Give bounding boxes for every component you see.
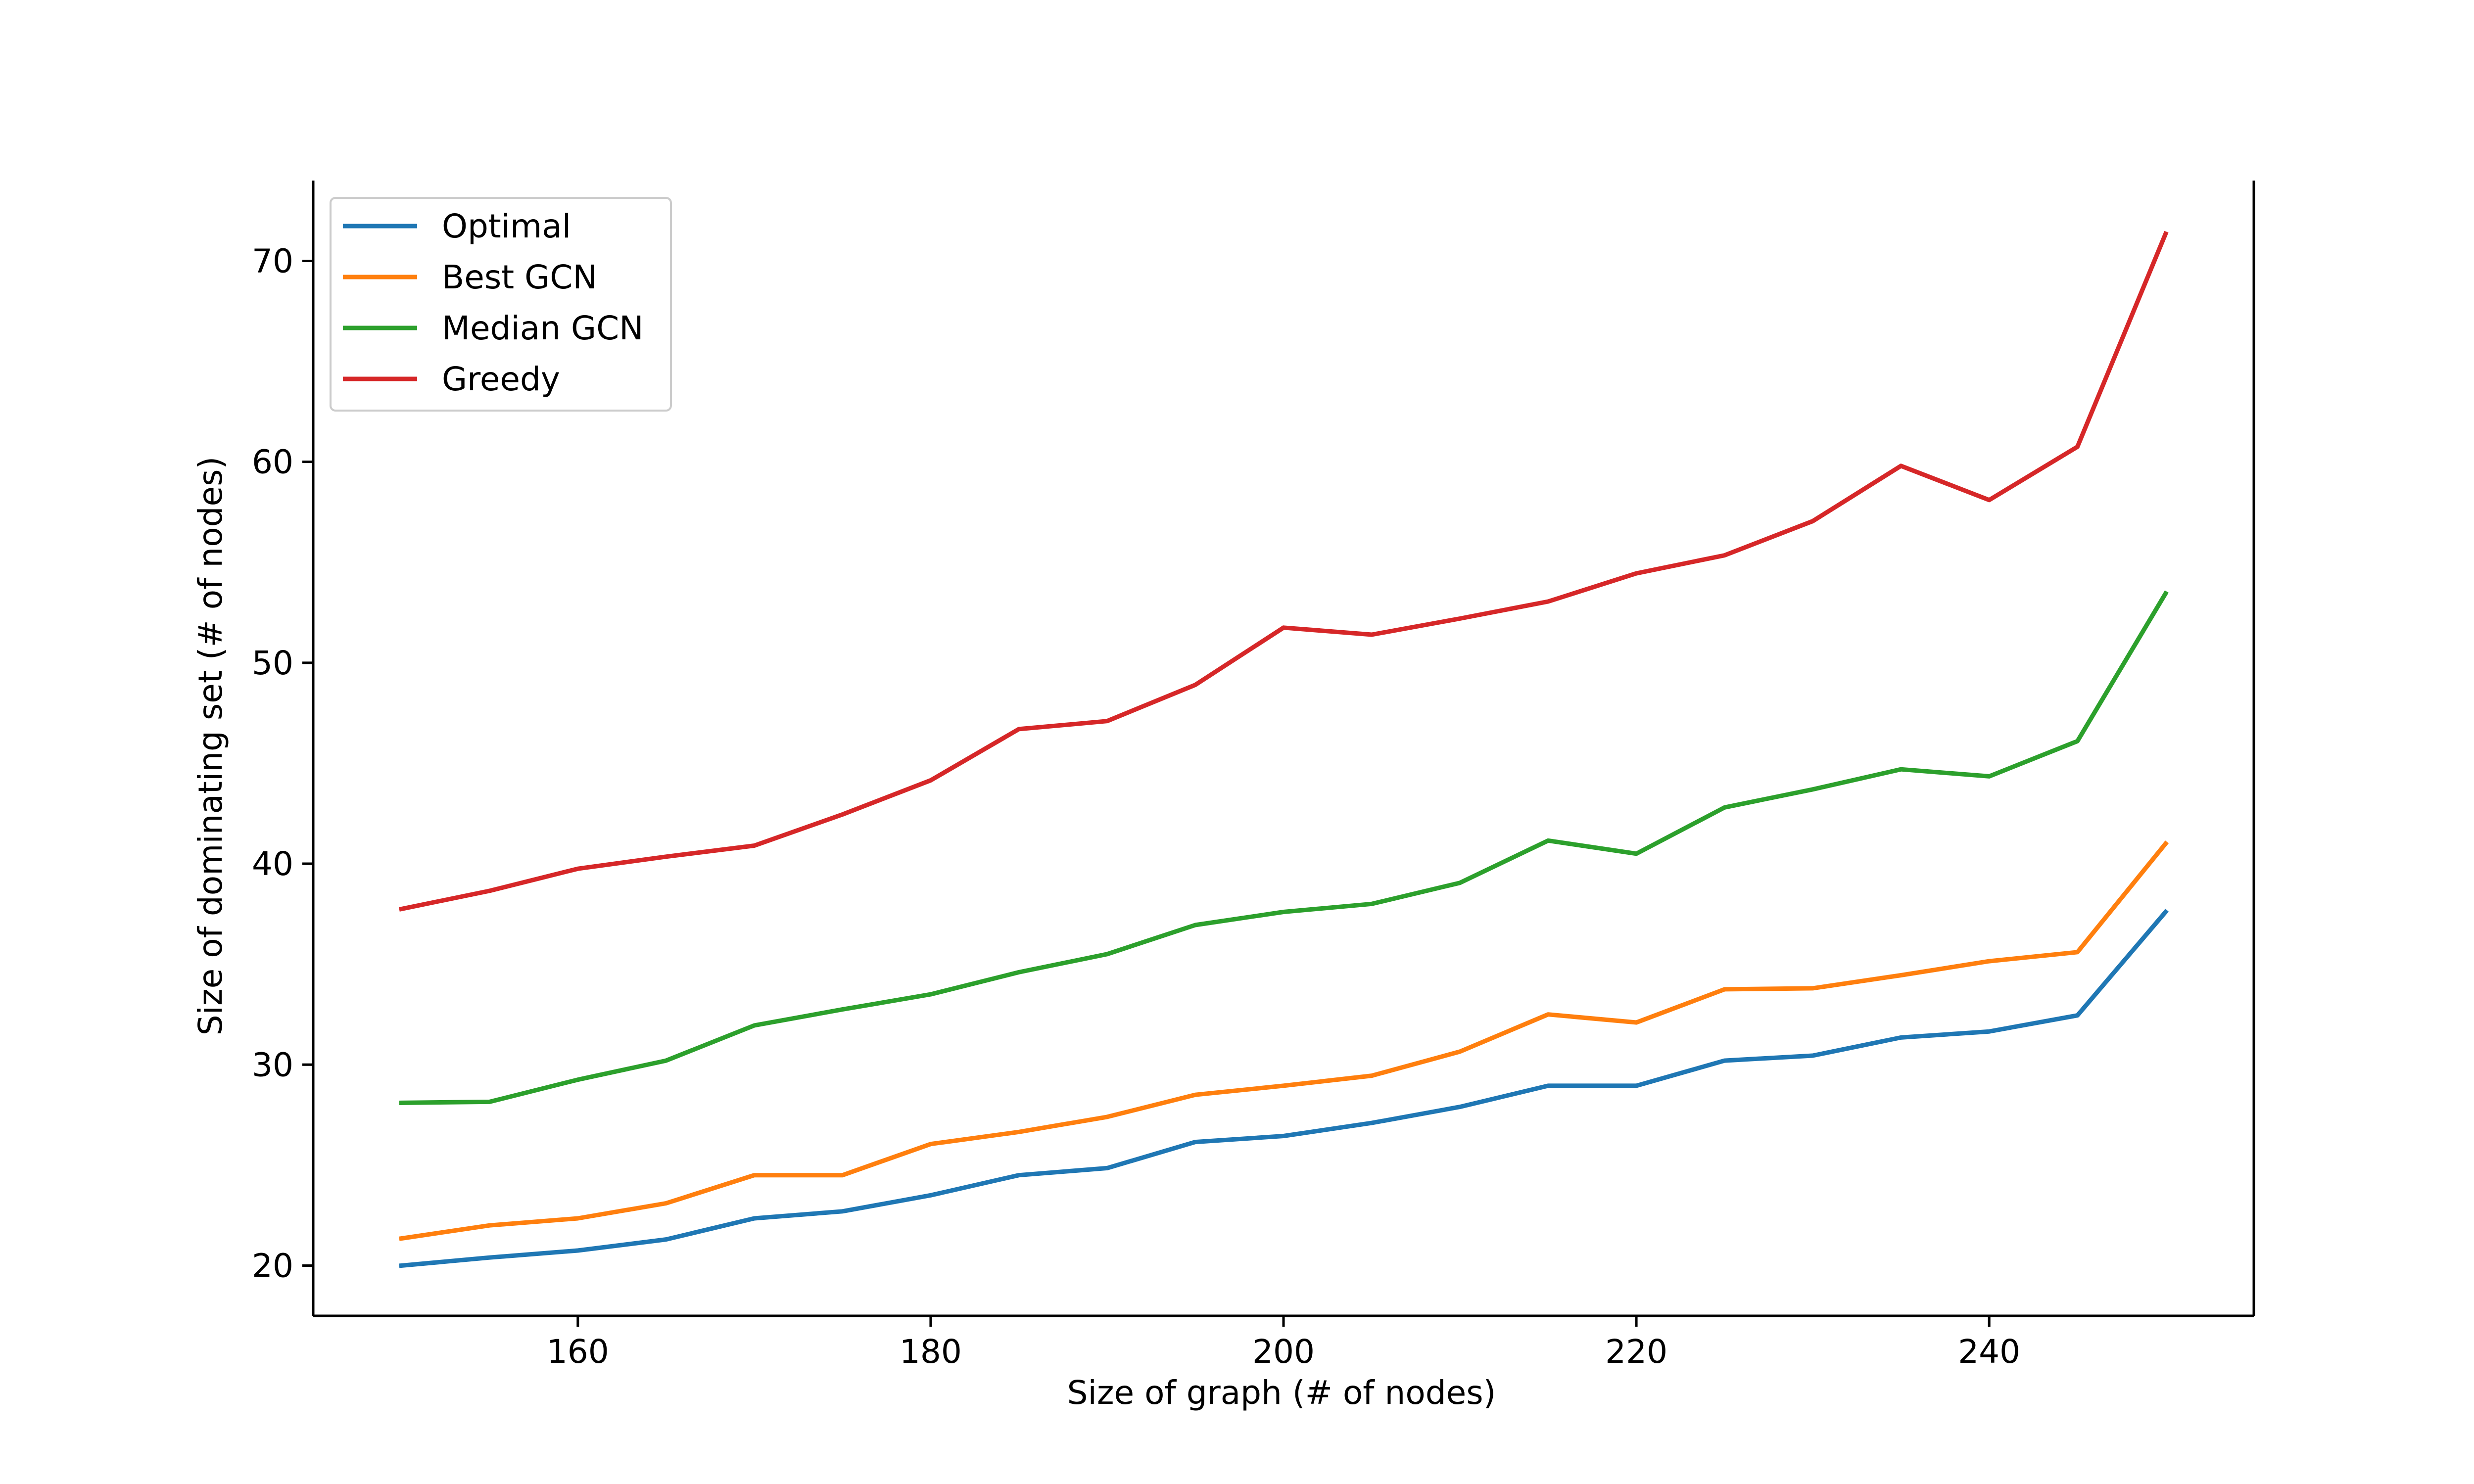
y-tick-label: 30 xyxy=(252,1046,293,1084)
legend-label: Greedy xyxy=(442,360,560,398)
y-tick-label: 60 xyxy=(252,443,293,481)
y-axis-ticks: 20 30 40 50 60 70 xyxy=(252,242,313,1285)
x-tick-label: 220 xyxy=(1605,1333,1667,1371)
y-axis-label: Size of dominating set (# of nodes) xyxy=(191,457,230,1035)
legend: Optimal Best GCN Median GCN Greedy xyxy=(330,197,672,412)
legend-box xyxy=(330,197,672,412)
x-tick-label: 240 xyxy=(1958,1333,2020,1371)
x-tick-label: 200 xyxy=(1252,1333,1315,1371)
x-axis-ticks: 160 180 200 220 240 xyxy=(547,1316,2020,1371)
x-tick-label: 160 xyxy=(547,1333,609,1371)
series-layer xyxy=(398,231,2169,1268)
series-line-greedy xyxy=(398,231,2169,912)
series-line-best-gcn xyxy=(399,840,2169,1241)
series-line-optimal xyxy=(399,909,2169,1268)
legend-label: Optimal xyxy=(442,207,571,245)
x-tick-label: 180 xyxy=(900,1333,962,1371)
legend-label: Best GCN xyxy=(442,258,597,296)
legend-label: Median GCN xyxy=(442,309,644,347)
x-axis-label: Size of graph (# of nodes) xyxy=(1067,1374,1496,1412)
y-tick-label: 40 xyxy=(252,845,293,883)
series-line-median-gcn xyxy=(399,590,2169,1105)
y-tick-label: 50 xyxy=(252,644,293,682)
y-tick-label: 20 xyxy=(252,1247,293,1285)
y-tick-label: 70 xyxy=(252,242,293,280)
